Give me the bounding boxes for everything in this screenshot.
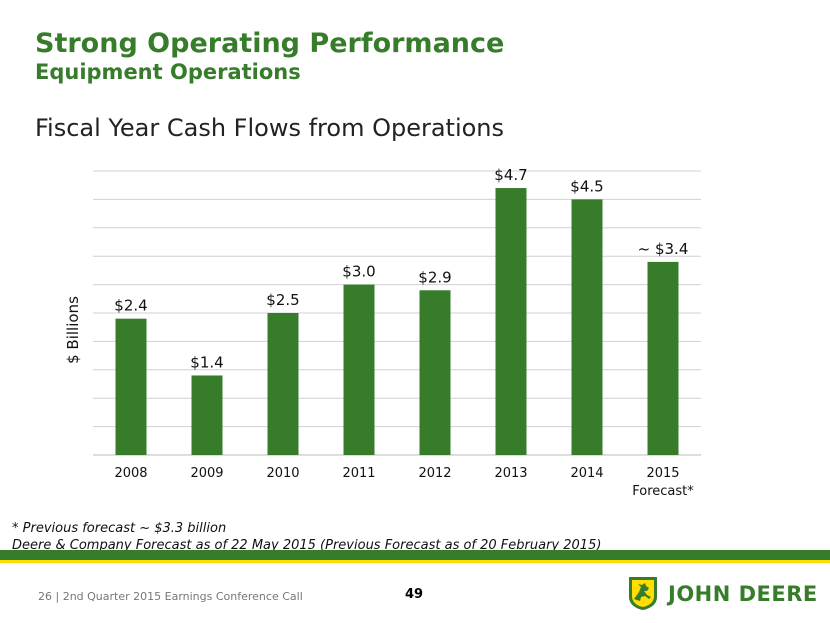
bar-2012 <box>419 290 451 455</box>
chart-x-ticks: 2008 2009 2010 2011 2012 2013 2014 2015 Forecast… <box>114 466 694 499</box>
slide-subtitle: Equipment Operations <box>35 60 301 84</box>
john-deere-deer-logo-icon <box>629 577 657 610</box>
footer-text: 26 | 2nd Quarter 2015 Earnings Conferenc… <box>38 590 303 603</box>
bar-2010 <box>267 313 299 455</box>
bar-2008 <box>115 318 147 455</box>
page-number: 49 <box>405 587 424 602</box>
x-tick-2015: 2015 <box>646 466 679 481</box>
x-tick-2011: 2011 <box>342 466 375 481</box>
data-label-2014: $4.5 <box>570 177 603 195</box>
x-tick-sublabel-2015: Forecast* <box>632 484 694 499</box>
bar-2015 <box>647 261 679 455</box>
data-label-2011: $3.0 <box>342 263 375 281</box>
bar-2009 <box>191 375 223 455</box>
bar-2011 <box>343 284 375 455</box>
data-label-2012: $2.9 <box>418 268 451 286</box>
slide-title: Strong Operating Performance <box>35 28 505 59</box>
chart-heading: Fiscal Year Cash Flows from Operations <box>35 114 505 142</box>
footer-green-band <box>0 550 830 560</box>
x-tick-2010: 2010 <box>266 466 299 481</box>
x-tick-2014: 2014 <box>570 466 603 481</box>
brand-wordmark: JOHN DEERE <box>668 582 818 606</box>
data-label-2015: ~ $3.4 <box>638 240 689 258</box>
chart-gridlines <box>93 170 701 456</box>
footnotes: * Previous forecast ~ $3.3 billion Deere… <box>12 520 601 554</box>
data-label-2008: $2.4 <box>114 297 147 315</box>
y-axis-label: $ Billions <box>64 296 82 364</box>
footer-yellow-stripe <box>0 560 830 563</box>
data-label-2013: $4.7 <box>494 166 527 184</box>
cash-flow-bar-chart: $2.4$1.4$2.5$3.0 $2.9$4.7$4.5~ $3.4 2008 2… <box>64 166 701 499</box>
data-label-2009: $1.4 <box>190 353 223 371</box>
bar-2014 <box>571 199 603 455</box>
x-tick-2009: 2009 <box>190 466 223 481</box>
footnote-previous-forecast: * Previous forecast ~ $3.3 billion <box>12 521 227 536</box>
chart-data-labels: $2.4 $1.4 $2.5 $3.0 $2.9 $4.7 $4.5 ~ $3.4 <box>114 166 688 371</box>
chart-bars <box>115 188 679 456</box>
x-tick-2012: 2012 <box>418 466 451 481</box>
footnote-forecast-date: Deere & Company Forecast as of 22 May 20… <box>12 538 602 553</box>
x-tick-2013: 2013 <box>494 466 527 481</box>
bar-2013 <box>495 188 527 456</box>
data-label-2010: $2.5 <box>266 291 299 309</box>
x-tick-2008: 2008 <box>114 466 147 481</box>
